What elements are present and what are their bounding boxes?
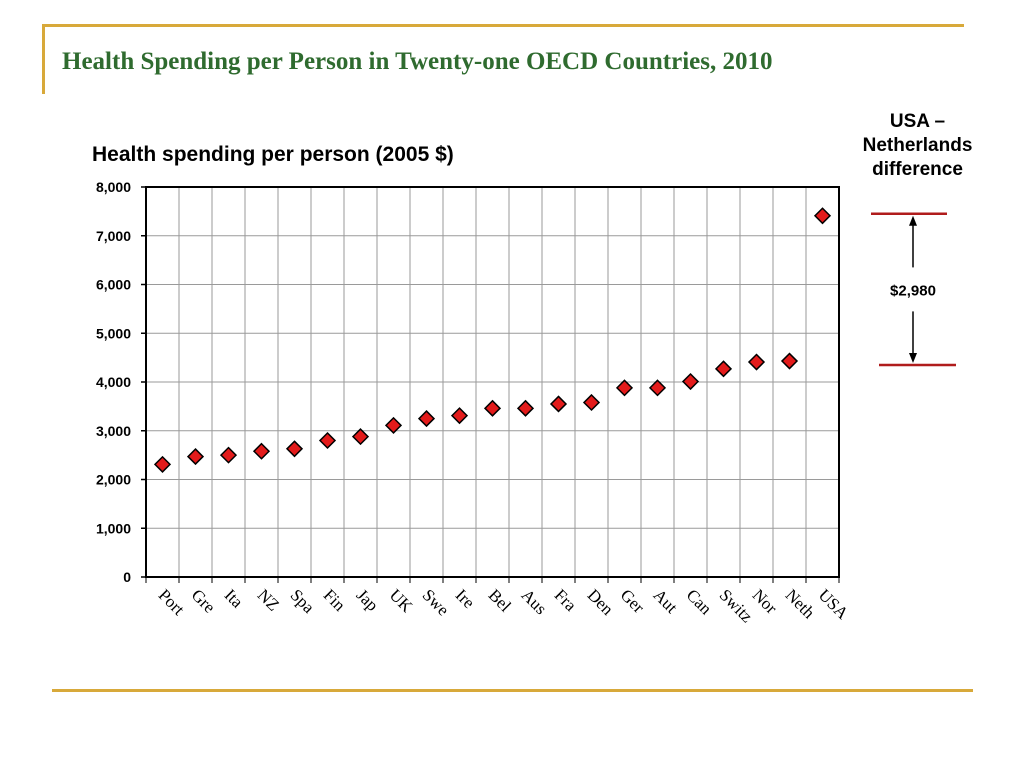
x-tick-label: Gre — [188, 585, 219, 616]
data-point-nz — [252, 442, 271, 460]
x-tick-label: Neth — [782, 585, 819, 622]
y-tick-label: 1,000 — [96, 520, 131, 536]
y-tick-label: 2,000 — [96, 472, 131, 488]
data-point-can — [681, 372, 700, 391]
data-point-jap — [351, 428, 370, 446]
data-point-spa — [285, 440, 304, 458]
data-point-neth — [780, 352, 799, 370]
data-point-aut — [648, 379, 667, 397]
frame-accent-vertical — [42, 24, 45, 94]
x-tick-label: Aus — [518, 585, 551, 618]
data-point-ire — [450, 407, 469, 425]
x-tick-label: Swe — [419, 585, 453, 619]
frame-accent-bottom — [52, 689, 973, 692]
data-point-gre — [186, 448, 205, 466]
y-tick-label: 3,000 — [96, 423, 131, 439]
y-tick-label: 4,000 — [96, 374, 131, 390]
data-point-aus — [516, 399, 535, 417]
data-point-port — [153, 455, 172, 473]
chart-title: Health spending per person (2005 $) — [92, 143, 454, 166]
x-tick-label: Bel — [485, 585, 515, 615]
data-point-swe — [417, 410, 436, 428]
x-tick-label: Fin — [320, 585, 350, 615]
data-point-bel — [483, 399, 502, 417]
data-point-switz — [714, 360, 733, 378]
data-point-nor — [747, 353, 766, 371]
x-tick-label: Ita — [221, 585, 247, 611]
x-tick-label: Can — [683, 585, 716, 618]
annotation-heading-line: USA – — [889, 111, 946, 132]
frame-accent-top — [42, 24, 964, 27]
x-tick-label: Jap — [353, 585, 382, 614]
x-tick-label: NZ — [254, 585, 283, 614]
slide-title: Health Spending per Person in Twenty-one… — [62, 48, 773, 75]
annotation-heading: USA – Netherlands difference — [835, 110, 1000, 182]
data-point-uk — [384, 416, 403, 434]
x-tick-label: UK — [386, 585, 417, 616]
x-tick-label: Den — [584, 585, 618, 619]
data-point-fra — [549, 395, 568, 413]
data-point-ger — [615, 379, 634, 397]
arrow-up-icon — [909, 215, 917, 226]
x-tick-label: Spa — [287, 585, 319, 617]
x-tick-label: Fra — [551, 585, 581, 615]
x-tick-label: Aut — [650, 585, 682, 617]
annotation-value-label: $2,980 — [890, 282, 936, 299]
annotation-heading-line: Netherlands — [862, 135, 973, 156]
y-tick-label: 6,000 — [96, 277, 131, 293]
x-tick-label: Ire — [452, 585, 479, 612]
x-tick-label: Port — [155, 585, 189, 619]
y-tick-label: 7,000 — [96, 228, 131, 244]
y-tick-label: 8,000 — [96, 179, 131, 195]
x-tick-label: USA — [815, 585, 853, 623]
y-tick-label: 5,000 — [96, 325, 131, 341]
x-tick-label: Ger — [617, 585, 649, 617]
data-point-usa — [813, 207, 832, 225]
annotation-heading-line: difference — [872, 159, 963, 180]
data-point-fin — [318, 431, 337, 450]
x-tick-label: Switz — [716, 585, 757, 626]
data-point-den — [582, 393, 601, 412]
arrow-down-icon — [909, 353, 917, 364]
y-tick-label: 0 — [123, 569, 131, 585]
data-point-ita — [219, 446, 238, 464]
